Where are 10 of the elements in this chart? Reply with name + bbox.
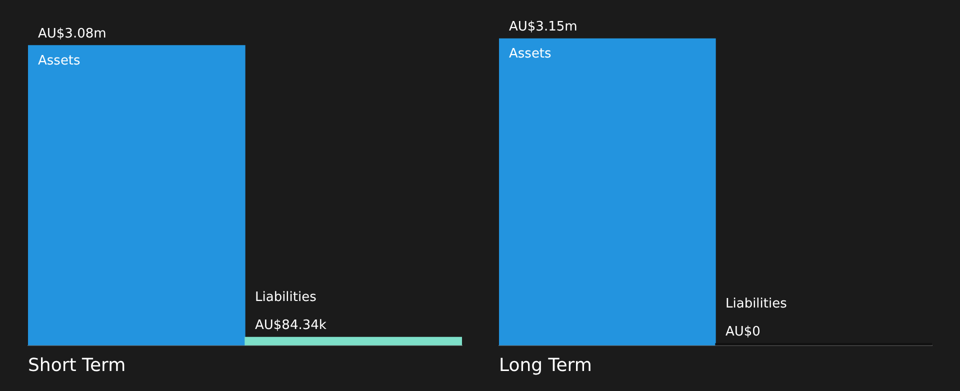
data-label: AU$0	[726, 324, 760, 340]
text: Long Term	[499, 354, 592, 376]
data-label: AU$84.34k	[255, 318, 327, 334]
data-label: AU$3.15m	[509, 20, 578, 35]
data-label: AU$3.08m	[38, 26, 106, 42]
x-tick-label: Assets	[509, 46, 552, 62]
text: Short Term	[28, 354, 126, 376]
x-tick-label: Liabilities	[255, 290, 317, 306]
x-tick-label: Assets	[38, 53, 81, 68]
x-tick-label: Liabilities	[726, 296, 788, 312]
